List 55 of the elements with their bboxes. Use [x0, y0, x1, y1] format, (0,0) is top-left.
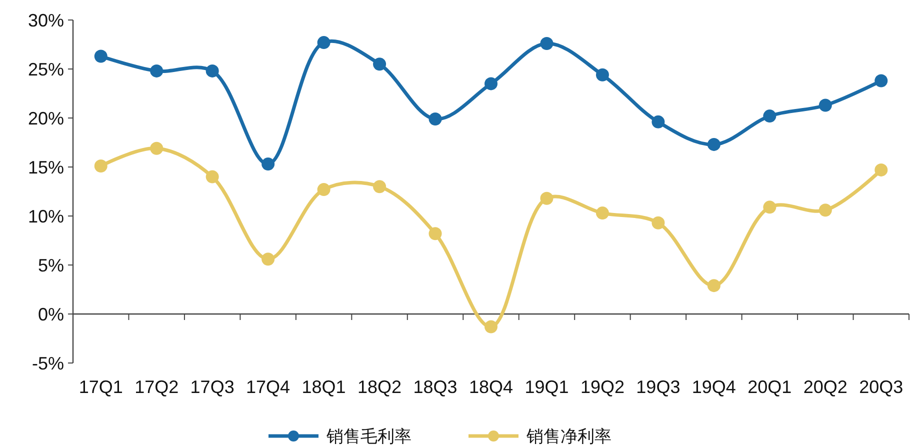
x-tick-label: 17Q2 [134, 377, 179, 397]
point [707, 138, 720, 151]
y-tick-label: -5% [32, 353, 64, 374]
point [94, 160, 108, 173]
x-tick-label: 19Q4 [692, 377, 736, 397]
x-tick-label: 18Q3 [413, 377, 458, 397]
x-tick-label: 19Q2 [580, 377, 624, 397]
y-tick-label: 10% [28, 206, 64, 226]
x-tick-label: 20Q1 [748, 377, 792, 397]
x-tick-label: 20Q3 [859, 377, 904, 397]
x-tick-label: 17Q1 [78, 377, 123, 397]
x-tick-label: 19Q3 [636, 377, 680, 397]
point [763, 110, 776, 123]
point [428, 112, 442, 126]
point [262, 252, 275, 266]
point [652, 216, 665, 230]
point [150, 142, 164, 155]
point [428, 227, 442, 240]
point [596, 206, 609, 220]
point [317, 183, 330, 196]
point [707, 279, 720, 292]
x-tick-label: 17Q3 [190, 377, 234, 397]
legend-label: 销售毛利率 [326, 426, 412, 446]
point [206, 170, 219, 184]
point [94, 50, 108, 63]
y-tick-label: 30% [28, 10, 64, 30]
y-tick-label: 25% [28, 59, 64, 80]
point [874, 163, 888, 176]
y-tick-label: 20% [28, 108, 64, 128]
point [206, 64, 219, 78]
x-tick-label: 19Q1 [524, 377, 569, 397]
point [652, 115, 665, 128]
x-tick-label: 18Q1 [302, 377, 346, 397]
y-tick-label: 5% [38, 255, 64, 276]
point [818, 204, 832, 217]
x-tick-label: 17Q4 [246, 377, 290, 397]
point [150, 64, 164, 78]
point [262, 158, 275, 171]
x-tick-label: 18Q2 [358, 377, 402, 397]
point [596, 68, 609, 82]
point [317, 36, 330, 50]
point [484, 77, 498, 90]
point [874, 74, 888, 88]
point [818, 98, 832, 112]
point [373, 180, 386, 194]
point [484, 320, 498, 334]
legend-label: 销售净利率 [526, 426, 612, 446]
point [540, 37, 554, 50]
point [373, 58, 386, 71]
point [763, 200, 776, 214]
x-tick-label: 20Q2 [803, 377, 848, 397]
y-tick-label: 0% [38, 304, 64, 324]
y-tick-label: 15% [28, 157, 64, 178]
point [540, 192, 554, 205]
x-tick-label: 18Q4 [468, 377, 514, 397]
